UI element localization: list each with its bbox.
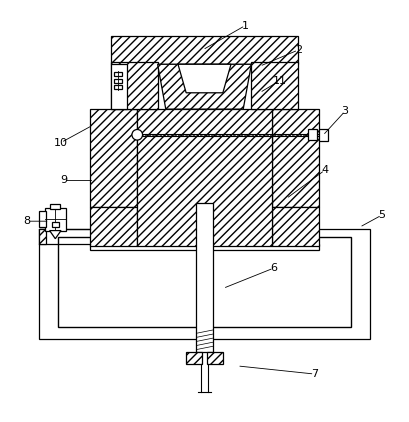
Text: 10: 10 — [54, 138, 68, 148]
Bar — [49, 204, 60, 209]
Bar — [90, 109, 137, 207]
Bar — [111, 62, 157, 109]
Bar — [39, 229, 45, 243]
Bar — [114, 85, 122, 89]
Bar — [186, 352, 202, 364]
Text: 5: 5 — [378, 210, 385, 220]
Text: 11: 11 — [273, 76, 287, 86]
Bar — [111, 64, 127, 109]
Bar — [137, 109, 272, 246]
Bar — [114, 78, 122, 83]
Bar — [45, 208, 66, 230]
Bar — [252, 62, 298, 109]
Bar — [308, 130, 317, 140]
Bar — [90, 243, 319, 250]
Text: 9: 9 — [60, 176, 67, 185]
Polygon shape — [178, 64, 231, 93]
Bar — [39, 229, 370, 339]
Bar — [319, 129, 328, 141]
Polygon shape — [49, 230, 61, 239]
Text: 3: 3 — [342, 106, 348, 116]
Bar — [90, 207, 137, 246]
Bar — [114, 73, 122, 76]
Bar — [196, 203, 213, 352]
Bar — [111, 36, 298, 64]
Bar — [272, 207, 319, 246]
Bar — [52, 222, 59, 227]
Text: 2: 2 — [295, 45, 302, 55]
Text: 7: 7 — [311, 369, 318, 379]
Text: 8: 8 — [24, 216, 31, 226]
Polygon shape — [157, 64, 252, 109]
Bar — [39, 211, 45, 227]
Bar — [272, 109, 319, 207]
Text: 4: 4 — [321, 165, 328, 175]
Circle shape — [132, 130, 143, 140]
Bar — [58, 238, 351, 327]
Text: 1: 1 — [242, 21, 249, 30]
Text: 6: 6 — [270, 263, 277, 273]
Bar — [207, 352, 223, 364]
